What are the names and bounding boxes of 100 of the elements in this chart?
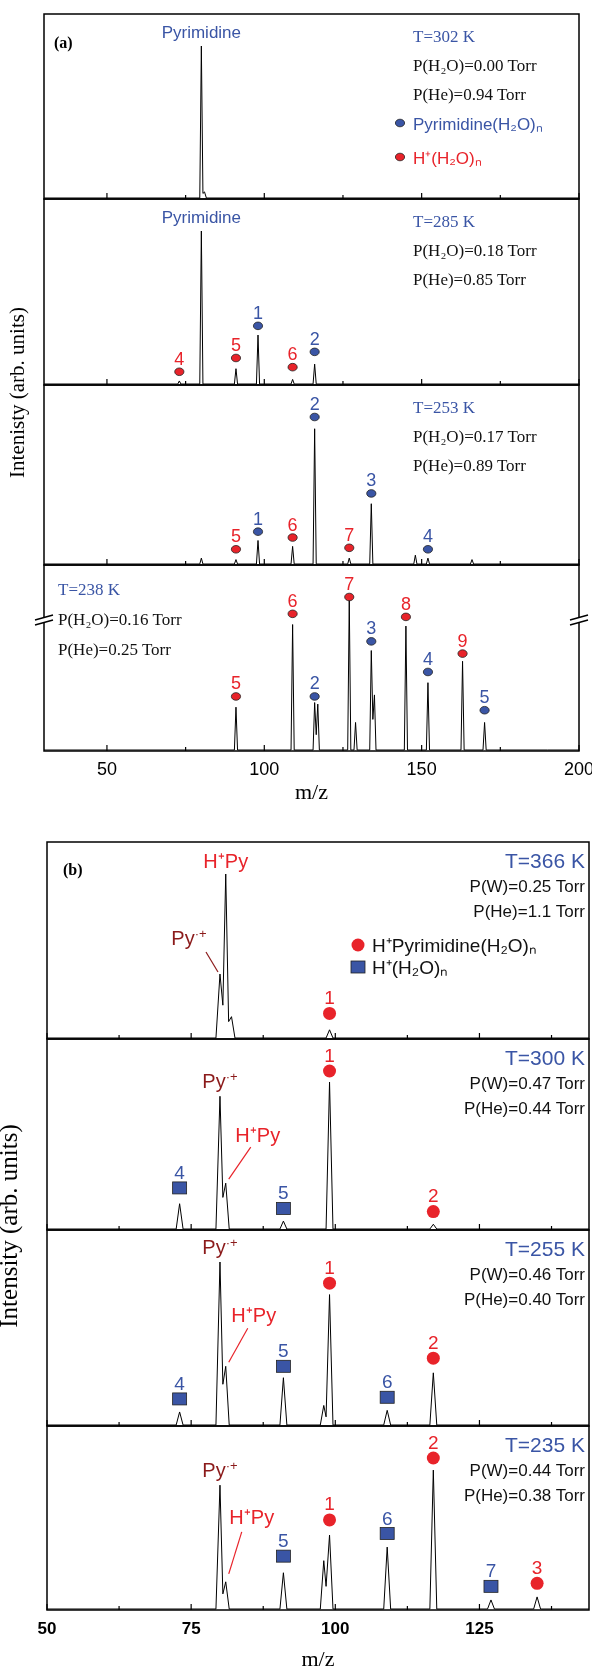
point xyxy=(253,527,263,536)
annotation: 4 xyxy=(422,526,433,547)
chart-title: (a) xyxy=(54,34,73,52)
point xyxy=(309,692,320,701)
text: T=300 K xyxy=(505,1046,585,1069)
legend-label: Pyrimidine(H₂O)ₙ xyxy=(413,115,543,134)
point xyxy=(309,412,320,422)
annotation: 2 xyxy=(428,1431,439,1453)
point xyxy=(379,1390,395,1404)
x-tick-label: 150 xyxy=(406,759,437,779)
point xyxy=(426,1351,440,1365)
annotation: H⁺Py xyxy=(235,1124,281,1147)
annotation: 7 xyxy=(344,574,355,594)
annotation: Py$^{·+}$ xyxy=(202,1068,238,1093)
legend-label: H⁺(H₂O)ₙ xyxy=(372,957,449,978)
x-axis-title: m/z xyxy=(295,779,329,804)
chart-title: (b) xyxy=(63,861,83,879)
annotation: 8 xyxy=(400,593,411,614)
point xyxy=(287,533,298,542)
text: T=253 K xyxy=(413,398,476,417)
annotation: 4 xyxy=(174,1161,186,1183)
point xyxy=(287,609,298,619)
annotation: 1 xyxy=(324,1493,335,1515)
y-axis-title: Intenisty (arb. units) xyxy=(5,307,29,478)
annotation: 6 xyxy=(287,344,298,365)
annotation: 2 xyxy=(428,1185,439,1207)
annotation: H⁺Py xyxy=(229,1505,275,1528)
point xyxy=(172,1181,188,1195)
annotation: P(W)=0.46 Torr xyxy=(469,1265,586,1284)
point xyxy=(366,637,377,646)
point xyxy=(344,543,355,553)
point xyxy=(530,1576,544,1590)
point xyxy=(323,1064,337,1078)
point xyxy=(323,1513,337,1527)
annotation: 6 xyxy=(287,590,298,611)
annotation: 5 xyxy=(230,673,241,694)
annotation: Pyrimidine xyxy=(161,23,242,42)
annotation: 1 xyxy=(324,1256,335,1278)
point xyxy=(426,1205,440,1219)
legend-label: H⁺(H₂O)ₙ xyxy=(413,149,482,168)
annotation: 5 xyxy=(278,1182,289,1204)
annotation: P(W)=0.44 Torr xyxy=(469,1461,586,1480)
annotation: 2 xyxy=(428,1331,439,1353)
annotation: 3 xyxy=(366,618,377,639)
annotation: P(He)=0.89 Torr xyxy=(413,456,527,475)
annotation: 5 xyxy=(278,1530,289,1552)
annotation: P(He)=0.44 Torr xyxy=(463,1099,586,1118)
annotation: 2 xyxy=(309,673,320,694)
text: T=255 K xyxy=(505,1237,585,1260)
annotation: 3 xyxy=(531,1556,543,1578)
point xyxy=(253,321,263,331)
annotation: Py$^{·+}$ xyxy=(202,1234,238,1258)
point xyxy=(309,347,320,357)
x-tick-label: 50 xyxy=(96,759,117,779)
annotation: P(H₂O)=0.00 Torr xyxy=(413,56,537,75)
annotation: 1 xyxy=(252,508,264,529)
text: T=366 K xyxy=(505,849,585,872)
annotation: P(He)=0.85 Torr xyxy=(413,270,527,289)
annotation: T=285 K xyxy=(413,212,476,231)
annotation: P(He)=0.40 Torr xyxy=(463,1290,586,1309)
annotation: P(He)=0.25 Torr xyxy=(58,640,172,659)
point xyxy=(174,367,185,376)
annotation: Pyrimidine xyxy=(161,208,242,227)
annotation: P(He)=1.1 Torr xyxy=(473,902,586,921)
point xyxy=(422,667,433,677)
point xyxy=(426,1451,440,1465)
x-tick-label: 75 xyxy=(181,1619,201,1638)
point xyxy=(287,362,298,372)
point xyxy=(276,1359,291,1373)
x-tick-label: 125 xyxy=(465,1619,494,1638)
annotation: 7 xyxy=(485,1560,497,1582)
annotation: 4 xyxy=(174,348,185,369)
annotation: P(H₂O)=0.18 Torr xyxy=(413,241,537,260)
point xyxy=(276,1549,291,1563)
x-tick-label: 50 xyxy=(37,1619,57,1638)
point xyxy=(230,353,241,363)
annotation: Py$^{·+}$ xyxy=(202,1457,238,1482)
annotation: 6 xyxy=(381,1371,393,1393)
annotation: 6 xyxy=(287,514,298,535)
point xyxy=(422,545,433,554)
point xyxy=(457,649,468,658)
annotation: 1 xyxy=(324,1044,335,1066)
annotation: 5 xyxy=(230,526,241,547)
point xyxy=(344,592,355,602)
point xyxy=(379,1527,395,1540)
x-tick-label: 100 xyxy=(321,1619,350,1638)
point xyxy=(276,1202,291,1215)
point xyxy=(483,1579,499,1593)
annotation: P(H₂O)=0.17 Torr xyxy=(413,427,537,446)
point xyxy=(400,612,411,622)
annotation: 2 xyxy=(309,328,320,349)
text: T=235 K xyxy=(505,1433,585,1456)
annotation: P(W)=0.25 Torr xyxy=(469,877,586,896)
annotation: 1 xyxy=(252,302,264,323)
annotation: T=238 K xyxy=(58,580,121,599)
annotation: 5 xyxy=(230,334,241,355)
annotation: 5 xyxy=(278,1340,289,1362)
x-axis-title: m/z xyxy=(301,1646,335,1671)
annotation: P(He)=0.38 Torr xyxy=(463,1486,586,1505)
annotation: Py$^{·+}$ xyxy=(171,925,207,950)
